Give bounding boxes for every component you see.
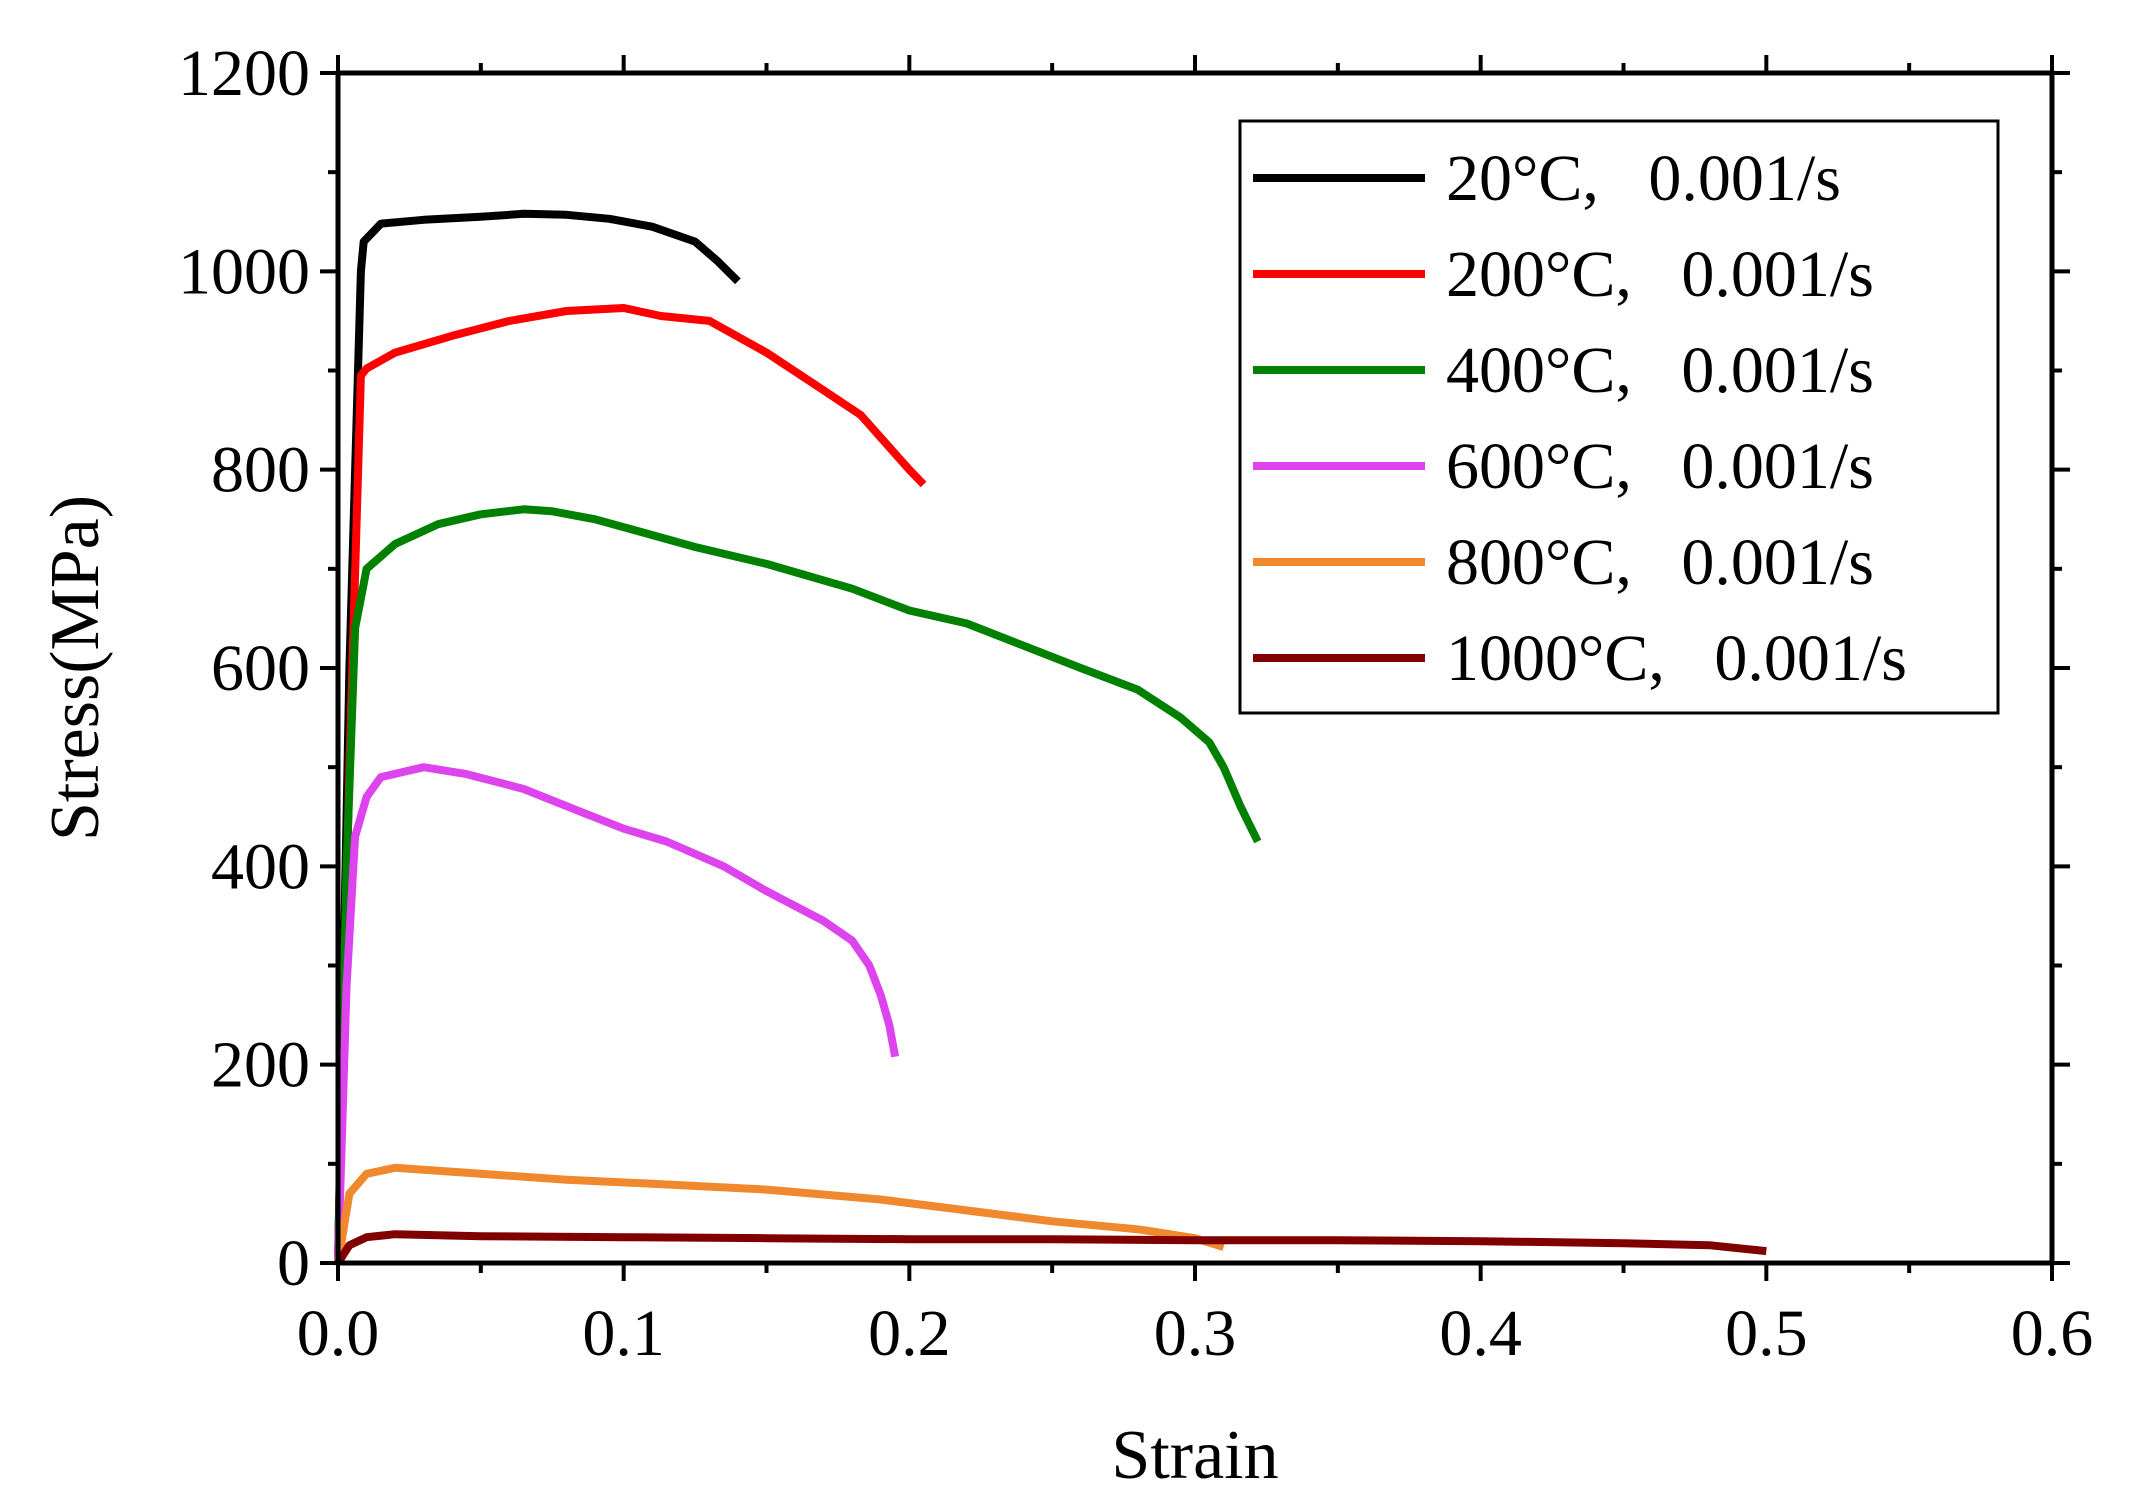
y-tick-label: 400: [211, 830, 310, 903]
x-tick-label: 0.0: [297, 1297, 380, 1370]
x-tick-label: 0.1: [582, 1297, 665, 1370]
axis-ticks: [320, 55, 2070, 1281]
legend-box: [1238, 119, 2000, 715]
y-tick-label: 1000: [178, 235, 310, 308]
legend-label: 400°C, 0.001/s: [1446, 334, 1874, 407]
series-line-5: [334, 1230, 1767, 1266]
legend-items: 20°C, 0.001/s 200°C, 0.001/s 400°C, 0.001/…: [1253, 142, 1907, 695]
legend-label: 1000°C, 0.001/s: [1446, 622, 1907, 695]
legend: 20°C, 0.001/s 200°C, 0.001/s 400°C, 0.001/…: [1238, 119, 2000, 715]
y-tick-label: 600: [211, 632, 310, 705]
series-line-1: [334, 304, 927, 1264]
x-axis-title: Strain: [1111, 1417, 1278, 1494]
x-tick-label: 0.6: [2011, 1297, 2094, 1370]
legend-label: 600°C, 0.001/s: [1446, 430, 1874, 503]
x-tick-label: 0.3: [1154, 1297, 1237, 1370]
tick-labels: 0.0 0.1 0.2 0.3 0.4 0.5 0.6 0 200 400 600 800 1000 12…: [178, 37, 2093, 1370]
series-line-3: [334, 763, 900, 1264]
plot-frame: [335, 70, 2055, 1266]
y-tick-label: 1200: [178, 37, 310, 110]
series-line-4: [334, 1163, 1225, 1264]
x-tick-label: 0.4: [1439, 1297, 1522, 1370]
legend-label: 20°C, 0.001/s: [1446, 142, 1841, 215]
y-tick-label: 200: [211, 1029, 310, 1102]
legend-label: 800°C, 0.001/s: [1446, 526, 1874, 599]
x-tick-label: 0.2: [868, 1297, 951, 1370]
legend-label: 200°C, 0.001/s: [1446, 238, 1874, 311]
series-line-2: [334, 505, 1262, 1264]
series-group: [334, 209, 1767, 1266]
y-tick-label: 0: [277, 1227, 310, 1300]
series-line-0: [334, 209, 741, 1264]
x-tick-label: 0.5: [1725, 1297, 1808, 1370]
y-axis-title: Stress(MPa): [37, 495, 114, 841]
y-tick-label: 800: [211, 434, 310, 507]
